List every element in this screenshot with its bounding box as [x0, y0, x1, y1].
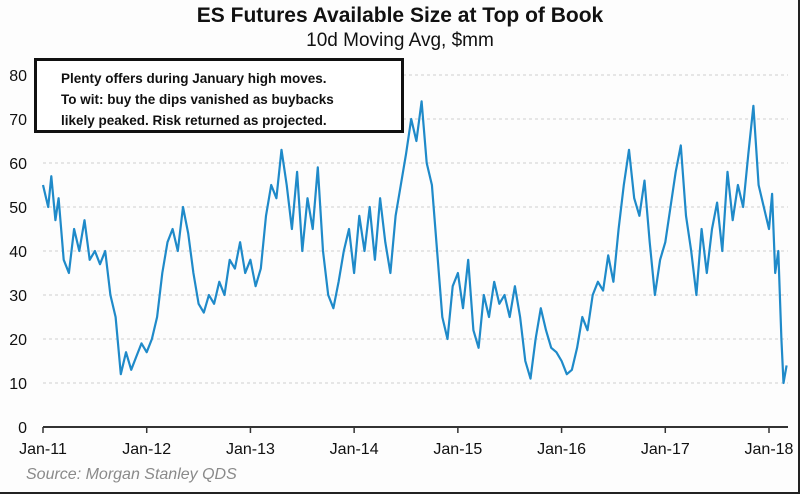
source-note: Source: Morgan Stanley QDS — [26, 466, 237, 483]
x-tick-label: Jan-13 — [226, 441, 275, 458]
series-line — [41, 100, 788, 385]
x-tick-label: Jan-11 — [19, 441, 67, 458]
x-tick-label: Jan-17 — [641, 441, 690, 458]
x-tick-label: Jan-14 — [330, 441, 379, 458]
y-tick-label: 10 — [9, 376, 27, 393]
y-tick-label: 20 — [9, 332, 27, 349]
annotation-line: likely peaked. Risk returned as projecte… — [61, 113, 327, 128]
chart-subtitle: 10d Moving Avg, $mm — [306, 30, 494, 51]
y-tick-label: 70 — [9, 112, 27, 129]
x-tick-label: Jan-16 — [537, 441, 586, 458]
y-tick-label: 60 — [9, 156, 27, 173]
annotation-line: To wit: buy the dips vanished as buyback… — [61, 92, 334, 107]
x-tick-label: Jan-15 — [433, 441, 482, 458]
x-tick-label: Jan-12 — [122, 441, 171, 458]
x-tick-label: Jan-18 — [745, 441, 794, 458]
y-tick-label: 80 — [9, 68, 27, 85]
y-tick-label: 30 — [9, 288, 27, 305]
chart-title: ES Futures Available Size at Top of Book — [196, 4, 604, 27]
y-tick-label: 0 — [18, 420, 27, 437]
y-tick-label: 50 — [9, 200, 27, 217]
annotation-line: Plenty offers during January high moves. — [61, 71, 327, 86]
annotation-box: Plenty offers during January high moves.… — [34, 58, 404, 133]
y-tick-label: 40 — [9, 244, 27, 261]
